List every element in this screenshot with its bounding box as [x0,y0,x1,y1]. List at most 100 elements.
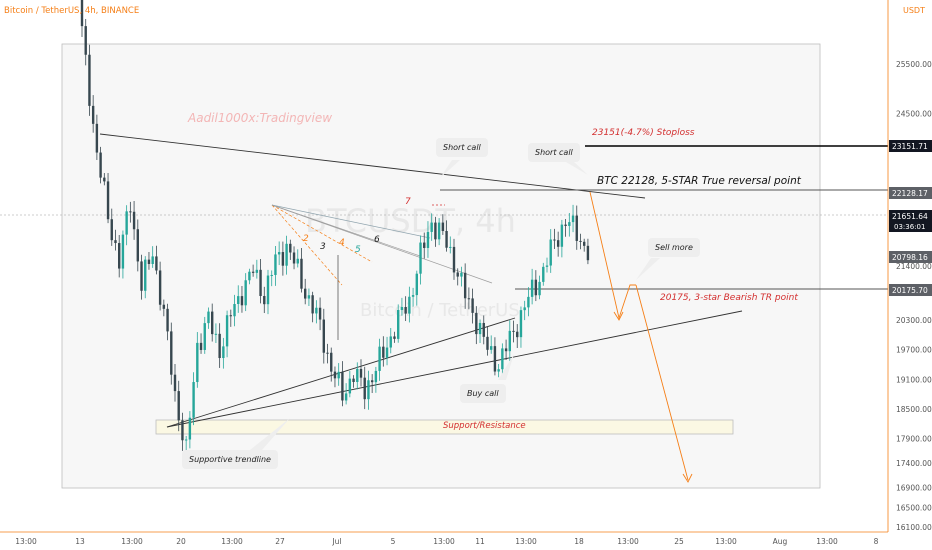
short-call-2-label: Short call [528,143,580,162]
author-watermark: Aadil1000x:Tradingview [188,111,333,125]
candle [452,238,456,280]
candle [482,315,485,345]
candle [560,219,564,258]
candle [188,411,192,449]
reversal-point-note: BTC 22128, 5-STAR True reversal point [597,175,801,187]
candle [248,268,251,285]
buy-call-pointer [498,354,514,380]
candle [556,231,560,257]
candle [181,412,184,451]
candle [542,262,545,286]
candle [445,220,448,252]
candle [490,335,493,354]
candle [397,304,400,343]
y-tick-label: 17400.00 [896,459,932,468]
symbol-title: Bitcoin / TetherUS, 4h, BINANCE [4,6,140,16]
candle [129,201,132,223]
candle [285,235,288,275]
candle [110,208,113,246]
y-tick-label: 16900.00 [896,484,932,493]
candle [237,285,240,313]
price-badges: 23151.71 22128.17 21651.64 03:36:01 20798.16… [889,140,932,296]
supportive-trendline-line [166,310,743,428]
candle [318,297,322,331]
projection-path-a [589,191,636,320]
svg-text:21651.64: 21651.64 [892,212,928,221]
candle [471,288,474,324]
candle [434,216,437,247]
candle [80,0,84,37]
price-badge: 23151.71 [889,140,932,152]
wave-label-7: 7 [405,197,411,207]
x-tick-label: 8 [874,537,879,546]
candle [463,263,467,309]
candle [356,362,359,390]
x-tick-label: 25 [674,537,684,546]
x-tick-label: Aug [773,537,788,546]
candle [103,173,106,186]
candle [568,212,571,237]
candle [162,299,166,317]
analysis-panel [61,43,821,489]
candle [136,219,139,272]
candle [166,303,169,341]
candle [530,268,534,305]
candle [575,205,578,250]
candle [218,323,221,368]
candle [125,205,128,246]
candle [586,238,590,265]
x-tick-label: 13:00 [816,537,838,546]
candle [211,303,214,342]
wave-label-3: 3 [320,242,326,252]
candle [564,219,567,237]
x-tick-label: 13:00 [221,537,243,546]
candle [106,172,110,224]
y-tick-label: 18500.00 [896,405,932,414]
candle [404,296,407,322]
candle [155,245,158,275]
candle [277,241,281,266]
supportive-trendline-label: Supportive trendline [182,450,278,469]
x-tick-label: 11 [475,537,485,546]
candle [203,316,206,354]
candle [523,300,526,321]
candle [341,361,344,407]
price-axis-ticks: 25500.0024500.0023900.0022900.0021400.00… [896,60,932,532]
candle-series [80,0,590,451]
price-badge: 22128.17 [889,187,932,199]
candle [121,230,125,279]
candle [367,370,370,410]
candle [378,338,381,381]
candle [292,246,296,270]
y-tick-label: 21400.00 [896,262,932,271]
candle [207,307,210,329]
sell-more-label: Sell more [648,238,700,257]
y-tick-label: 24500.00 [896,109,932,118]
wave-label-4: 4 [339,238,345,248]
candle [322,308,325,364]
candle [192,372,195,426]
svg-text:20798.16: 20798.16 [892,253,928,262]
wave-label-2: 2 [303,234,309,244]
candle [363,366,366,410]
price-badge: 21651.64 03:36:01 [889,210,932,232]
candle [571,204,575,233]
candle [263,286,266,314]
candle [88,44,91,116]
candle [393,331,396,343]
candle [497,364,500,378]
candle [170,322,173,385]
y-tick-label: 16500.00 [896,503,932,512]
x-tick-label: 13:00 [121,537,143,546]
fan-lines [271,204,493,340]
x-tick-label: 5 [391,537,396,546]
candle [118,235,121,278]
upper-trendline [99,133,646,199]
candle [370,374,374,394]
candle [177,380,180,432]
candle [389,327,392,354]
x-tick-label: 20 [176,537,186,546]
candle [315,300,318,324]
